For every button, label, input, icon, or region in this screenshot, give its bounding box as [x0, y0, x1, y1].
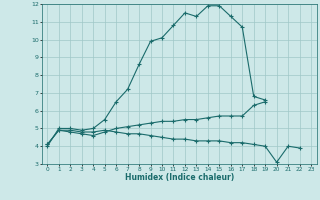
X-axis label: Humidex (Indice chaleur): Humidex (Indice chaleur) [124, 173, 234, 182]
